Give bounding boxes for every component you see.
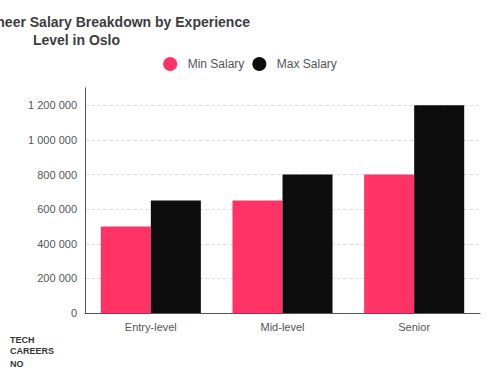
svg-text:Senior: Senior (398, 321, 430, 333)
svg-text:TECH: TECH (10, 335, 35, 345)
svg-text:Mid-level: Mid-level (260, 321, 304, 333)
svg-text:200 000: 200 000 (37, 272, 77, 284)
svg-text:Software Engineer Salary Break: Software Engineer Salary Breakdown by Ex… (0, 14, 250, 30)
svg-text:NO: NO (10, 359, 24, 369)
svg-text:400 000: 400 000 (37, 238, 77, 250)
svg-text:800 000: 800 000 (37, 169, 77, 181)
svg-text:1 000 000: 1 000 000 (28, 134, 77, 146)
svg-text:CAREERS: CAREERS (10, 346, 54, 356)
svg-text:600 000: 600 000 (37, 203, 77, 215)
svg-text:Level in Oslo: Level in Oslo (33, 32, 120, 48)
svg-text:0: 0 (71, 307, 77, 319)
svg-text:Max Salary: Max Salary (277, 57, 337, 71)
svg-text:Entry-level: Entry-level (125, 321, 177, 333)
svg-text:1 200 000: 1 200 000 (28, 99, 77, 111)
svg-text:Min Salary: Min Salary (188, 57, 245, 71)
